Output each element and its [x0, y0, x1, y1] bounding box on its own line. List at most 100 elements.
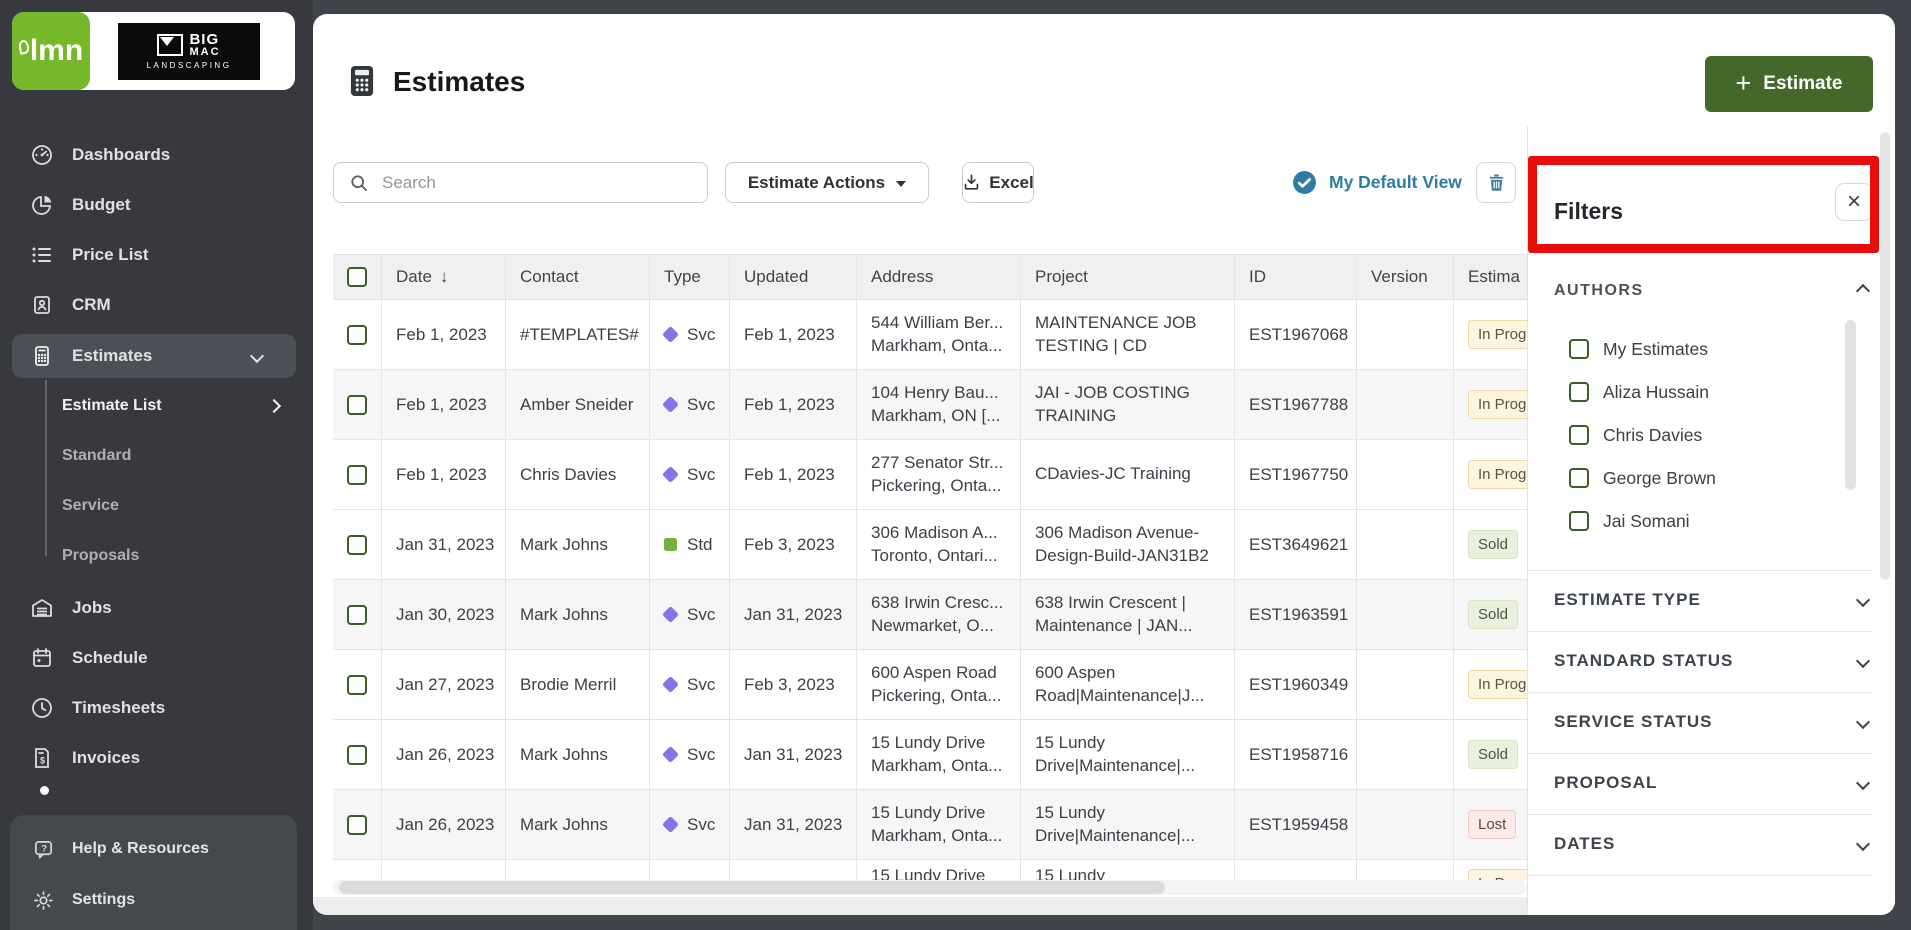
filter-author-option[interactable]: Chris Davies [1569, 421, 1702, 449]
sidebar-item-proposals[interactable]: Proposals [0, 534, 313, 578]
row-checkbox-cell [333, 860, 382, 880]
table-row[interactable]: Feb 1, 2023 #TEMPLATES# Svc Feb 1, 2023 … [333, 300, 1527, 370]
filter-author-option[interactable]: Aliza Hussain [1569, 378, 1709, 406]
sidebar-item-standard[interactable]: Standard [0, 434, 313, 478]
close-filters-button[interactable]: × [1835, 183, 1873, 221]
sidebar-subitem-label: Proposals [62, 547, 139, 565]
cell-version [1357, 580, 1454, 649]
new-estimate-button[interactable]: + Estimate [1705, 56, 1873, 112]
column-header-updated[interactable]: Updated [730, 255, 857, 299]
delete-view-button[interactable] [1476, 162, 1516, 203]
column-header-version[interactable]: Version [1357, 255, 1454, 299]
gear-icon [32, 889, 55, 912]
cell-address: 15 Lundy Drive [857, 860, 1021, 880]
filter-author-option[interactable]: George Brown [1569, 464, 1716, 492]
sidebar-item-budget[interactable]: Budget [0, 183, 313, 227]
search-input[interactable] [382, 173, 672, 193]
cell-updated: Feb 3, 2023 [730, 650, 857, 719]
row-checkbox[interactable] [347, 815, 367, 835]
filter-section-authors[interactable]: AUTHORS [1554, 282, 1874, 300]
table-row[interactable]: 15 Lundy Drive 15 Lundy In Prog [333, 860, 1527, 880]
column-header-type[interactable]: Type [650, 255, 730, 299]
sidebar-item-schedule[interactable]: Schedule [0, 636, 313, 680]
sidebar-item-crm[interactable]: CRM [0, 283, 313, 327]
authors-scrollbar-thumb[interactable] [1845, 320, 1856, 490]
default-view-toggle[interactable]: My Default View [1292, 162, 1462, 203]
cell-project: MAINTENANCE JOB TESTING | CD [1021, 300, 1235, 369]
cell-status: Lost [1454, 790, 1527, 859]
filter-section-service-status[interactable]: SERVICE STATUS [1554, 692, 1874, 752]
select-all-checkbox[interactable] [347, 267, 367, 287]
table-row[interactable]: Jan 30, 2023 Mark Johns Svc Jan 31, 2023… [333, 580, 1527, 650]
sidebar-item-estimate-list[interactable]: Estimate List [0, 384, 313, 428]
filters-scrollbar-thumb[interactable] [1880, 132, 1890, 580]
filter-section-proposal[interactable]: PROPOSAL [1554, 753, 1874, 813]
table-row[interactable]: Jan 26, 2023 Mark Johns Svc Jan 31, 2023… [333, 720, 1527, 790]
excel-export-button[interactable]: Excel [962, 162, 1034, 203]
table-row[interactable]: Jan 26, 2023 Mark Johns Svc Jan 31, 2023… [333, 790, 1527, 860]
author-checkbox[interactable] [1569, 339, 1589, 359]
author-checkbox[interactable] [1569, 468, 1589, 488]
cell-version [1357, 790, 1454, 859]
column-header-id[interactable]: ID [1235, 255, 1357, 299]
sidebar-item-help-resources[interactable]: ? Help & Resources [10, 827, 297, 871]
sidebar-item-label: Price List [72, 245, 149, 265]
row-checkbox[interactable] [347, 745, 367, 765]
column-header-address[interactable]: Address [857, 255, 1021, 299]
row-checkbox[interactable] [347, 675, 367, 695]
row-checkbox[interactable] [347, 535, 367, 555]
column-header-project[interactable]: Project [1021, 255, 1235, 299]
cell-contact: Chris Davies [506, 440, 650, 509]
filter-section-standard-status[interactable]: STANDARD STATUS [1554, 631, 1874, 691]
table-row[interactable]: Feb 1, 2023 Amber Sneider Svc Feb 1, 202… [333, 370, 1527, 440]
svg-text:?: ? [41, 843, 47, 854]
table-row[interactable]: Jan 27, 2023 Brodie Merril Svc Feb 3, 20… [333, 650, 1527, 720]
column-header-estimate-status[interactable]: Estima [1454, 255, 1527, 299]
company-monogram-icon [157, 34, 183, 56]
cell-id: EST1960349 [1235, 650, 1357, 719]
brand-logo-card[interactable]: lmn BIG MAC LANDSCAPING [12, 12, 295, 90]
column-header-contact[interactable]: Contact [506, 255, 650, 299]
calculator-icon [30, 344, 54, 368]
filter-author-option[interactable]: My Estimates [1569, 335, 1708, 363]
cell-status: Sold [1454, 720, 1527, 789]
row-checkbox[interactable] [347, 395, 367, 415]
row-checkbox[interactable] [347, 325, 367, 345]
sidebar-item-price-list[interactable]: Price List [0, 233, 313, 277]
sidebar-item-jobs[interactable]: Jobs [0, 586, 313, 630]
sidebar-item-timesheets[interactable]: Timesheets [0, 686, 313, 730]
row-checkbox[interactable] [347, 465, 367, 485]
sort-descending-icon: ↓ [440, 267, 449, 287]
author-checkbox[interactable] [1569, 425, 1589, 445]
status-badge: In Prog [1468, 869, 1527, 880]
chevron-down-icon [1856, 715, 1870, 729]
column-header-date[interactable]: Date↓ [382, 255, 506, 299]
clock-icon [30, 696, 54, 720]
author-checkbox[interactable] [1569, 382, 1589, 402]
sidebar-item-settings[interactable]: Settings [10, 878, 297, 922]
estimate-actions-button[interactable]: Estimate Actions [725, 162, 929, 203]
row-checkbox[interactable] [347, 605, 367, 625]
table-row[interactable]: Feb 1, 2023 Chris Davies Svc Feb 1, 2023… [333, 440, 1527, 510]
filter-section-dates[interactable]: DATES [1554, 814, 1874, 874]
chevron-down-icon [1856, 776, 1870, 790]
filter-section-label: DATES [1554, 834, 1615, 854]
filter-section-estimate-type[interactable]: ESTIMATE TYPE [1554, 570, 1874, 630]
horizontal-scrollbar[interactable] [333, 880, 1527, 895]
author-checkbox[interactable] [1569, 511, 1589, 531]
cell-type: Svc [650, 370, 730, 439]
filter-author-option[interactable]: Jai Somani [1569, 507, 1690, 535]
table-row[interactable]: Jan 31, 2023 Mark Johns Std Feb 3, 2023 … [333, 510, 1527, 580]
cell-id: EST1967750 [1235, 440, 1357, 509]
sidebar-item-label: Settings [72, 891, 135, 909]
row-checkbox-cell [333, 440, 382, 509]
cell-type: Svc [650, 580, 730, 649]
status-badge: In Prog [1468, 460, 1527, 489]
sidebar-item-service[interactable]: Service [0, 484, 313, 528]
sidebar-item-invoices[interactable]: $ Invoices [0, 736, 313, 780]
horizontal-scrollbar-thumb[interactable] [339, 881, 1165, 894]
sidebar-item-label: Invoices [72, 748, 140, 768]
sidebar-item-estimates[interactable]: Estimates [12, 334, 296, 378]
sidebar-item-dashboards[interactable]: Dashboards [0, 133, 313, 177]
cell-date: Jan 26, 2023 [382, 790, 506, 859]
